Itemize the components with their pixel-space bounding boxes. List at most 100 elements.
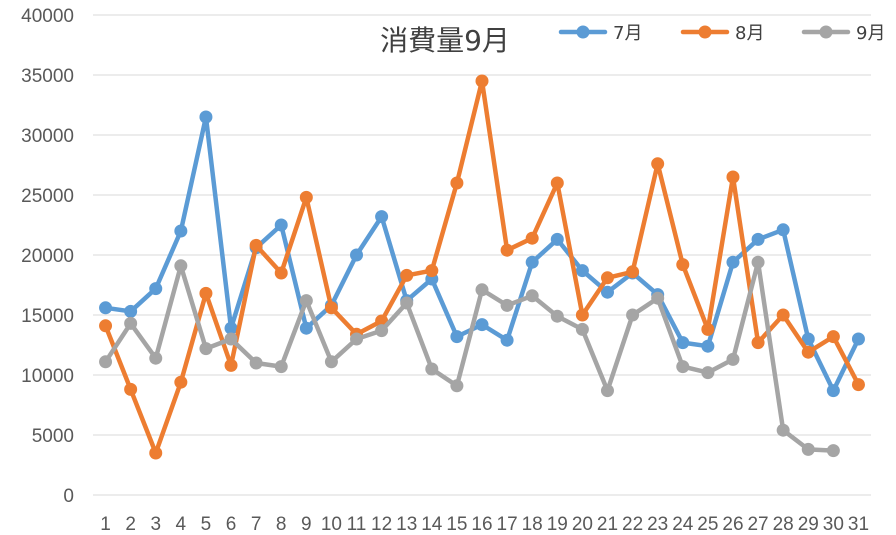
data-point (550, 309, 564, 323)
x-tick-label: 10 (321, 514, 342, 535)
data-point (224, 332, 238, 346)
legend-item: 9月 (801, 23, 885, 44)
data-point (249, 238, 263, 252)
data-point (450, 379, 464, 393)
series-1 (99, 110, 865, 398)
x-tick-label: 5 (201, 514, 212, 535)
data-point (751, 255, 765, 269)
y-tick-label: 35000 (21, 66, 74, 87)
data-point (726, 255, 740, 269)
data-point (199, 110, 213, 124)
y-tick-label: 0 (63, 486, 74, 507)
data-point (350, 248, 364, 262)
data-point (174, 224, 188, 238)
x-tick-label: 13 (396, 514, 417, 535)
data-point (224, 358, 238, 372)
x-tick-label: 25 (697, 514, 718, 535)
data-point (274, 266, 288, 280)
legend-marker (698, 25, 712, 39)
data-point (174, 259, 188, 273)
x-tick-label: 12 (371, 514, 392, 535)
legend-marker (576, 25, 590, 39)
data-point (550, 176, 564, 190)
data-point (99, 301, 113, 315)
data-point (651, 157, 665, 171)
data-point (199, 342, 213, 356)
x-tick-label: 15 (446, 514, 467, 535)
y-tick-label: 40000 (21, 6, 74, 27)
data-point (274, 360, 288, 374)
x-axis-tick-labels: 1 2 3 4 5 6 7 8 9 10 11 12 13 14 15 16 17 18 19 20 21 22 23 24 2… (100, 514, 869, 535)
data-point (274, 218, 288, 232)
data-point (550, 232, 564, 246)
legend-label: 8月 (735, 23, 764, 44)
x-tick-label: 17 (497, 514, 518, 535)
x-tick-label: 4 (176, 514, 187, 535)
data-point (324, 355, 338, 369)
data-point (676, 360, 690, 374)
legend: 7月 8月 9月 (558, 23, 885, 44)
data-point (124, 382, 138, 396)
data-point (701, 366, 715, 380)
data-point (751, 232, 765, 246)
x-tick-label: 27 (747, 514, 768, 535)
x-tick-label: 7 (251, 514, 262, 535)
data-point (475, 318, 489, 332)
series-line (103, 78, 861, 456)
data-point (425, 362, 439, 376)
x-tick-label: 23 (647, 514, 668, 535)
legend-label: 9月 (856, 23, 885, 44)
legend-label: 7月 (613, 23, 642, 44)
data-point (525, 231, 539, 245)
data-point (776, 423, 790, 437)
data-point (149, 446, 163, 460)
x-tick-label: 11 (347, 514, 367, 535)
series-lines (99, 74, 865, 460)
data-point (99, 355, 113, 369)
data-point (475, 283, 489, 297)
data-point (826, 330, 840, 344)
data-point (726, 170, 740, 184)
data-point (224, 321, 238, 335)
x-tick-label: 6 (226, 514, 237, 535)
data-point (525, 255, 539, 269)
data-point (600, 285, 614, 299)
y-tick-label: 15000 (21, 306, 74, 327)
x-tick-label: 14 (421, 514, 443, 535)
data-point (124, 316, 138, 330)
y-tick-label: 30000 (21, 126, 74, 147)
x-tick-label: 9 (301, 514, 312, 535)
data-point (676, 258, 690, 272)
data-point (776, 308, 790, 322)
x-tick-label: 28 (773, 514, 794, 535)
x-tick-label: 29 (798, 514, 819, 535)
y-tick-label: 10000 (21, 366, 74, 387)
y-tick-label: 20000 (21, 246, 74, 267)
data-point (324, 301, 338, 315)
data-point (199, 286, 213, 300)
x-tick-label: 18 (522, 514, 543, 535)
legend-item: 8月 (680, 23, 764, 44)
data-point (726, 352, 740, 366)
x-tick-label: 21 (597, 514, 618, 535)
data-point (525, 289, 539, 303)
data-point (801, 442, 815, 456)
data-point (851, 332, 865, 346)
x-tick-label: 30 (823, 514, 844, 535)
data-point (299, 190, 313, 204)
data-point (500, 298, 514, 312)
series-3 (99, 255, 840, 458)
data-point (851, 378, 865, 392)
x-tick-label: 31 (848, 514, 869, 535)
data-point (375, 210, 389, 224)
data-point (626, 265, 640, 279)
y-tick-label: 25000 (21, 186, 74, 207)
data-point (500, 333, 514, 347)
data-point (676, 336, 690, 350)
data-point (149, 351, 163, 365)
x-tick-label: 24 (672, 514, 694, 535)
data-point (500, 243, 514, 257)
data-point (801, 332, 815, 346)
data-point (826, 384, 840, 398)
chart-title: 消費量9月 (380, 24, 510, 57)
